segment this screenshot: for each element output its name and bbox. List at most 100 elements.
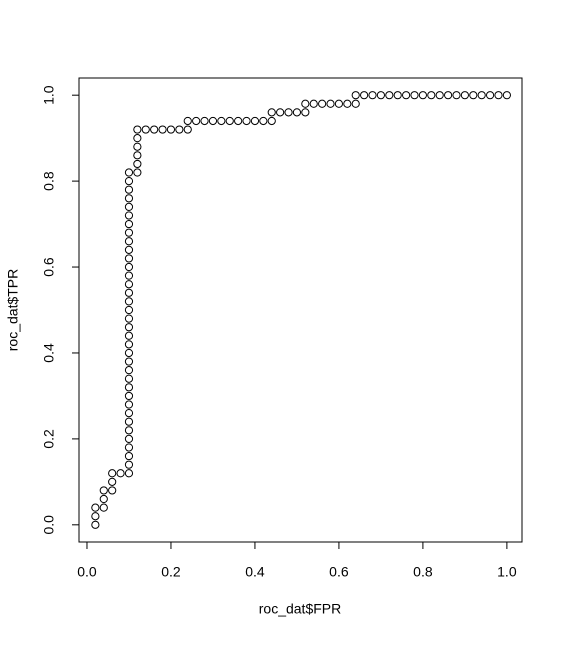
point [124,314,134,323]
point [124,374,134,383]
point [435,91,444,100]
point [116,469,125,478]
point [351,99,360,108]
point [217,116,226,126]
point [124,262,134,272]
point [477,91,486,100]
point [124,185,134,194]
point [124,228,134,237]
point [183,125,192,134]
point [183,116,192,126]
plot-frame [78,77,523,543]
point [418,91,428,100]
point [360,91,369,100]
point [208,116,218,126]
point [242,116,251,126]
point [133,125,142,134]
point [452,91,461,100]
point [292,108,302,117]
point [284,108,293,117]
point [124,366,134,375]
point [124,323,134,332]
point [410,91,419,100]
point [124,237,134,246]
point [141,125,150,134]
point [192,116,201,126]
x-tick-label: 0.6 [329,564,349,580]
point [124,340,134,349]
point [309,99,318,108]
x-axis-label: roc_dat$FPR [259,601,341,617]
point [124,305,134,315]
point [318,99,327,108]
point [124,245,134,254]
point [124,383,134,392]
x-tick-label: 1.0 [497,564,517,580]
point [485,91,495,100]
point [133,142,142,151]
point [124,194,134,203]
point [124,357,134,366]
point [124,331,134,340]
point [124,426,134,435]
point [343,99,352,108]
point [124,168,134,177]
point [91,503,100,512]
point [133,134,142,143]
point [326,99,335,108]
x-tick-label: 0.2 [161,564,181,580]
point [124,469,134,478]
point [133,168,142,177]
point [502,91,511,100]
point [99,486,108,495]
point [124,443,134,452]
point [351,91,360,100]
point [108,477,117,486]
point [99,503,108,512]
y-tick-label: 0.8 [41,171,57,191]
point [124,391,134,401]
y-tick-label: 0.6 [41,257,57,277]
point [334,99,344,108]
point [124,254,134,263]
point [469,91,478,100]
y-tick-label: 0.2 [41,429,57,449]
point [124,460,134,469]
point [234,116,243,126]
point [124,400,134,409]
point [108,486,117,495]
point [124,417,134,426]
point [427,91,436,100]
point [267,116,276,126]
point [225,116,234,126]
point [276,108,285,117]
point [200,116,209,126]
point [385,91,394,100]
point [402,91,411,100]
point [175,125,184,134]
point [124,219,134,229]
point [124,211,134,220]
point [124,434,134,443]
point [368,91,377,100]
point [166,125,176,134]
point [443,91,453,100]
y-axis-label: roc_dat$TPR [5,269,21,351]
point [124,271,134,280]
point [376,91,386,100]
point [150,125,159,134]
point [124,280,134,289]
x-tick-label: 0.4 [245,564,265,580]
point [460,91,469,100]
point [267,108,276,117]
point [124,348,134,358]
point [91,512,100,521]
point [124,409,134,418]
point [108,469,117,478]
point [393,91,402,100]
point [133,159,142,169]
point [99,494,108,504]
point [301,108,310,117]
